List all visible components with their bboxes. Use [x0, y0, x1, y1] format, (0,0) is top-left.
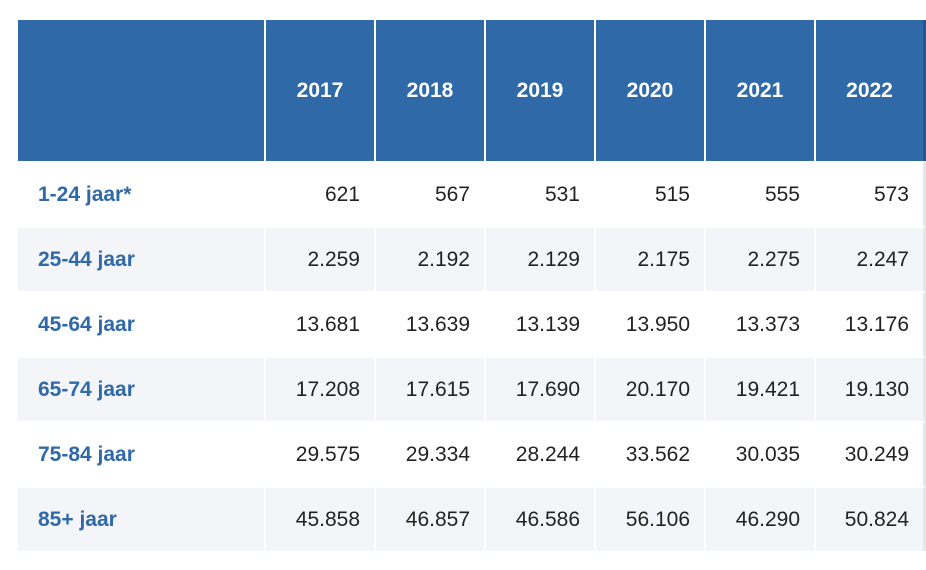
table-cell: 573	[816, 161, 926, 226]
table-cell: 29.334	[376, 421, 486, 486]
table-cell: 621	[266, 161, 376, 226]
table-cell: 13.139	[486, 291, 596, 356]
table-cell: 46.290	[706, 486, 816, 551]
table-body: 1-24 jaar* 621 567 531 515 555 573 25-44…	[18, 161, 926, 551]
year-header-2019: 2019	[486, 20, 596, 161]
table-row: 75-84 jaar 29.575 29.334 28.244 33.562 3…	[18, 421, 926, 486]
table-header: 2017 2018 2019 2020 2021 2022	[18, 20, 926, 161]
table-cell: 33.562	[596, 421, 706, 486]
mortality-by-age-table: 2017 2018 2019 2020 2021 2022 1-24 jaar*…	[18, 20, 926, 551]
table-cell: 29.575	[266, 421, 376, 486]
table-row: 45-64 jaar 13.681 13.639 13.139 13.950 1…	[18, 291, 926, 356]
table-cell: 17.690	[486, 356, 596, 421]
table-cell: 515	[596, 161, 706, 226]
table-cell: 19.421	[706, 356, 816, 421]
year-header-2017: 2017	[266, 20, 376, 161]
header-row: 2017 2018 2019 2020 2021 2022	[18, 20, 926, 161]
table-cell: 2.275	[706, 226, 816, 291]
table-cell: 45.858	[266, 486, 376, 551]
table-cell: 2.129	[486, 226, 596, 291]
table-row: 85+ jaar 45.858 46.857 46.586 56.106 46.…	[18, 486, 926, 551]
table-cell: 50.824	[816, 486, 926, 551]
table-cell: 567	[376, 161, 486, 226]
table-cell: 46.586	[486, 486, 596, 551]
year-header-2018: 2018	[376, 20, 486, 161]
table-cell: 531	[486, 161, 596, 226]
table-cell: 2.175	[596, 226, 706, 291]
table-row: 65-74 jaar 17.208 17.615 17.690 20.170 1…	[18, 356, 926, 421]
table-cell: 30.035	[706, 421, 816, 486]
row-label: 85+ jaar	[18, 486, 266, 551]
row-label: 45-64 jaar	[18, 291, 266, 356]
table-cell: 17.615	[376, 356, 486, 421]
row-label: 75-84 jaar	[18, 421, 266, 486]
data-table-container: 2017 2018 2019 2020 2021 2022 1-24 jaar*…	[18, 20, 926, 551]
year-header-2022: 2022	[816, 20, 926, 161]
table-cell: 56.106	[596, 486, 706, 551]
corner-header-cell	[18, 20, 266, 161]
year-header-2020: 2020	[596, 20, 706, 161]
table-row: 25-44 jaar 2.259 2.192 2.129 2.175 2.275…	[18, 226, 926, 291]
table-row: 1-24 jaar* 621 567 531 515 555 573	[18, 161, 926, 226]
table-cell: 2.192	[376, 226, 486, 291]
table-cell: 2.247	[816, 226, 926, 291]
table-cell: 28.244	[486, 421, 596, 486]
year-header-2021: 2021	[706, 20, 816, 161]
row-label: 65-74 jaar	[18, 356, 266, 421]
table-cell: 30.249	[816, 421, 926, 486]
table-cell: 19.130	[816, 356, 926, 421]
table-cell: 13.373	[706, 291, 816, 356]
table-cell: 20.170	[596, 356, 706, 421]
row-label: 1-24 jaar*	[18, 161, 266, 226]
table-cell: 13.681	[266, 291, 376, 356]
table-cell: 555	[706, 161, 816, 226]
row-label: 25-44 jaar	[18, 226, 266, 291]
table-cell: 13.176	[816, 291, 926, 356]
table-cell: 2.259	[266, 226, 376, 291]
table-cell: 46.857	[376, 486, 486, 551]
table-cell: 13.950	[596, 291, 706, 356]
table-cell: 17.208	[266, 356, 376, 421]
table-cell: 13.639	[376, 291, 486, 356]
